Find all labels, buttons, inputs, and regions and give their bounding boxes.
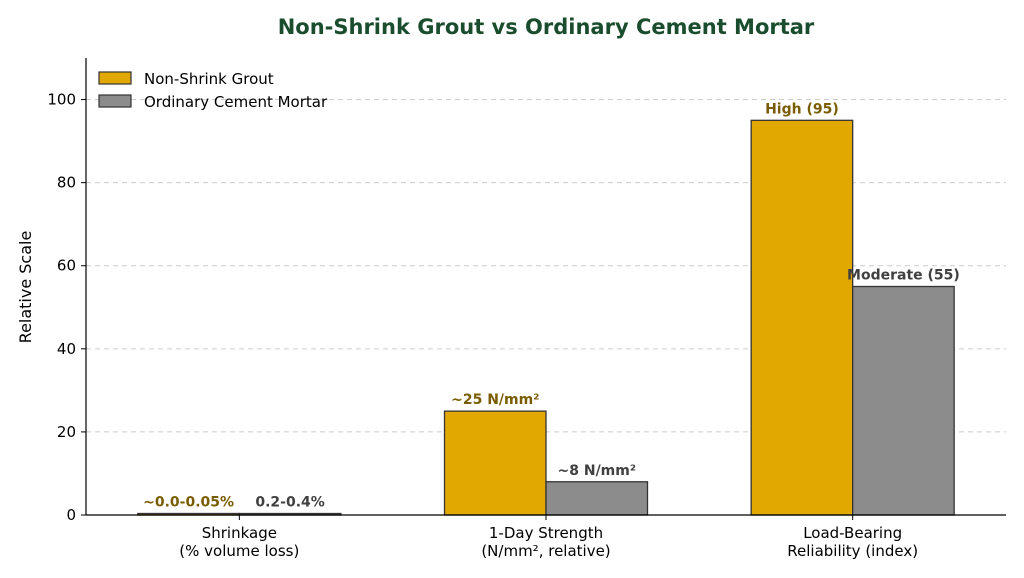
bars-layer [137, 119, 955, 516]
data-label: ~0.0-0.05% [143, 495, 234, 511]
x-tick-label: Load-Bearing [803, 524, 902, 542]
y-axis-label: Relative Scale [16, 231, 35, 344]
x-tick-label: (N/mm², relative) [481, 542, 610, 560]
labels-layer: ~0.0-0.05% 0.2-0.4% ~25 N/mm² ~8 N/mm² High … [143, 101, 960, 510]
legend-swatch [98, 71, 132, 85]
x-tick-label: Shrinkage [202, 524, 277, 542]
x-tick-label: Reliability (index) [787, 542, 918, 560]
x-tick-label: 1-Day Strength [489, 524, 603, 542]
legend-swatch [98, 94, 132, 108]
legend-label: Ordinary Cement Mortar [144, 93, 328, 111]
y-tick-label: 80 [57, 174, 76, 192]
y-tick-label: 40 [57, 340, 76, 358]
y-tick-label: 20 [57, 423, 76, 441]
bar [852, 285, 955, 516]
bar [545, 481, 649, 516]
data-label: ~25 N/mm² [451, 392, 539, 408]
bar [750, 119, 854, 516]
legend-label: Non-Shrink Grout [144, 70, 274, 88]
y-tick-label: 100 [47, 91, 76, 109]
bar [443, 410, 547, 516]
axes-layer: 0 20 40 60 80 100 Shrinkage(% volume loss) 1-Da… [47, 58, 1006, 560]
data-label: Moderate (55) [847, 268, 960, 284]
y-tick-label: 60 [57, 257, 76, 275]
legend: Non-Shrink Grout Ordinary Cement Mortar [98, 70, 328, 111]
data-label: 0.2-0.4% [255, 495, 324, 511]
x-tick-label: (% volume loss) [179, 542, 299, 560]
data-label: ~8 N/mm² [558, 463, 636, 479]
data-label: High (95) [765, 101, 839, 117]
y-tick-label: 0 [66, 506, 76, 524]
chart-title: Non-Shrink Grout vs Ordinary Cement Mort… [278, 15, 815, 39]
